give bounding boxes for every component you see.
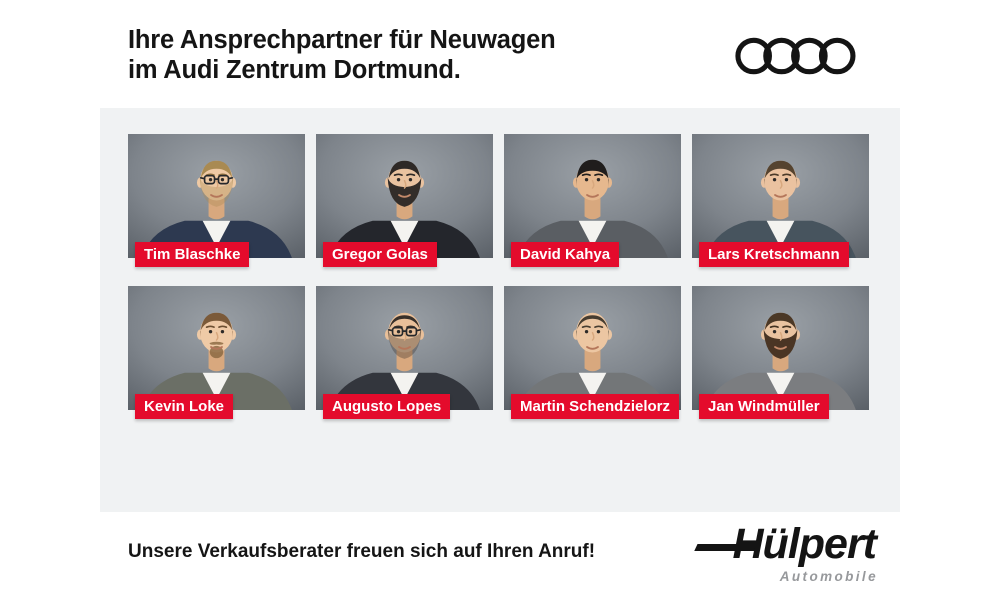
footer-message: Unsere Verkaufsberater freuen sich auf I… [128, 541, 596, 562]
person-name-tag: Kevin Loke [135, 394, 234, 419]
person-name-tag: Lars Kretschmann [699, 242, 849, 267]
person-name-tag: Gregor Golas [323, 242, 437, 267]
page-title-line2: im Audi Zentrum Dortmund. [128, 55, 461, 84]
person-photo [316, 286, 493, 410]
person-card: Gregor Golas [316, 134, 493, 267]
contacts-panel: Tim Blaschke Gregor Golas David Kahya La… [100, 108, 900, 512]
person-name-tag: Augusto Lopes [323, 394, 451, 419]
page-title: Ihre Ansprechpartner für Neuwagen im Aud… [128, 26, 556, 85]
person-photo [128, 286, 305, 410]
person-name-tag: Tim Blaschke [135, 242, 250, 267]
person-photo [692, 286, 869, 410]
person-card: Martin Schendzielorz [504, 286, 681, 419]
person-name-tag: David Kahya [511, 242, 620, 267]
person-photo [692, 134, 869, 258]
person-card: Kevin Loke [128, 286, 305, 419]
person-photo [128, 134, 305, 258]
person-card: Jan Windmüller [692, 286, 869, 419]
person-name-tag: Martin Schendzielorz [511, 394, 680, 419]
hulpert-wordmark: Hülpert [732, 520, 877, 568]
person-photo [504, 134, 681, 258]
audi-rings-icon [735, 37, 856, 75]
person-card: Lars Kretschmann [692, 134, 869, 267]
page-title-line1: Ihre Ansprechpartner für Neuwagen [128, 26, 556, 54]
hulpert-logo: Hülpert Automobile [694, 520, 878, 584]
person-card: David Kahya [504, 134, 681, 267]
person-photo [504, 286, 681, 410]
person-photo [316, 134, 493, 258]
person-name-tag: Jan Windmüller [699, 394, 829, 419]
hulpert-subtitle: Automobile [779, 569, 878, 584]
person-card: Tim Blaschke [128, 134, 305, 267]
person-card: Augusto Lopes [316, 286, 493, 419]
contacts-grid: Tim Blaschke Gregor Golas David Kahya La… [128, 134, 869, 419]
